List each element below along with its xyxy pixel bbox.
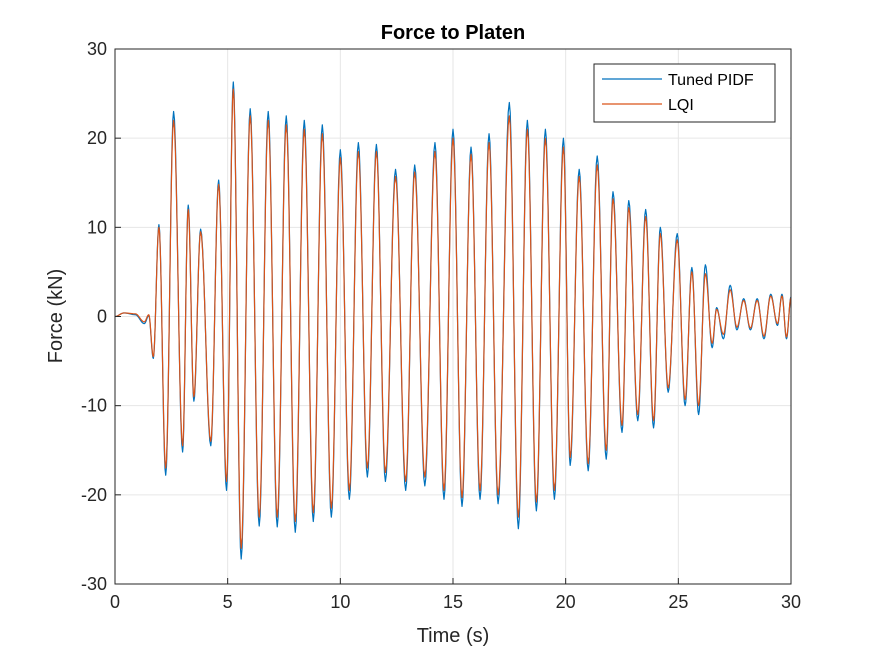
legend-label-tuned-pidf: Tuned PIDF	[668, 72, 754, 89]
y-tick-label: 0	[97, 307, 107, 327]
legend-box	[593, 63, 776, 123]
x-tick-label: 10	[330, 592, 350, 612]
tick-labels: 0 5 10 15 20 25 30 -30 -20 -10 0 10 20 30	[81, 39, 801, 612]
legend-label-lqi: LQI	[668, 97, 694, 114]
y-tick-label: 10	[87, 217, 107, 237]
series-line-tuned-pidf	[114, 81, 792, 560]
x-tick-label: 0	[110, 592, 120, 612]
ticks	[114, 48, 792, 585]
x-tick-label: 5	[223, 592, 233, 612]
x-tick-label: 30	[781, 592, 801, 612]
x-tick-label: 25	[668, 592, 688, 612]
y-tick-label: -20	[81, 485, 107, 505]
y-tick-label: -10	[81, 396, 107, 416]
series-line-lqi	[114, 88, 792, 549]
y-axis-label: Force (kN)	[45, 269, 67, 363]
chart-title: Force to Platen	[381, 22, 525, 44]
y-tick-label: 20	[87, 128, 107, 148]
x-tick-label: 20	[556, 592, 576, 612]
x-tick-label: 15	[443, 592, 463, 612]
x-axis-label: Time (s)	[417, 625, 490, 647]
y-tick-label: 30	[87, 39, 107, 59]
y-tick-label: -30	[81, 574, 107, 594]
series-layer	[114, 81, 792, 560]
legend: Tuned PIDF LQI	[593, 63, 776, 123]
